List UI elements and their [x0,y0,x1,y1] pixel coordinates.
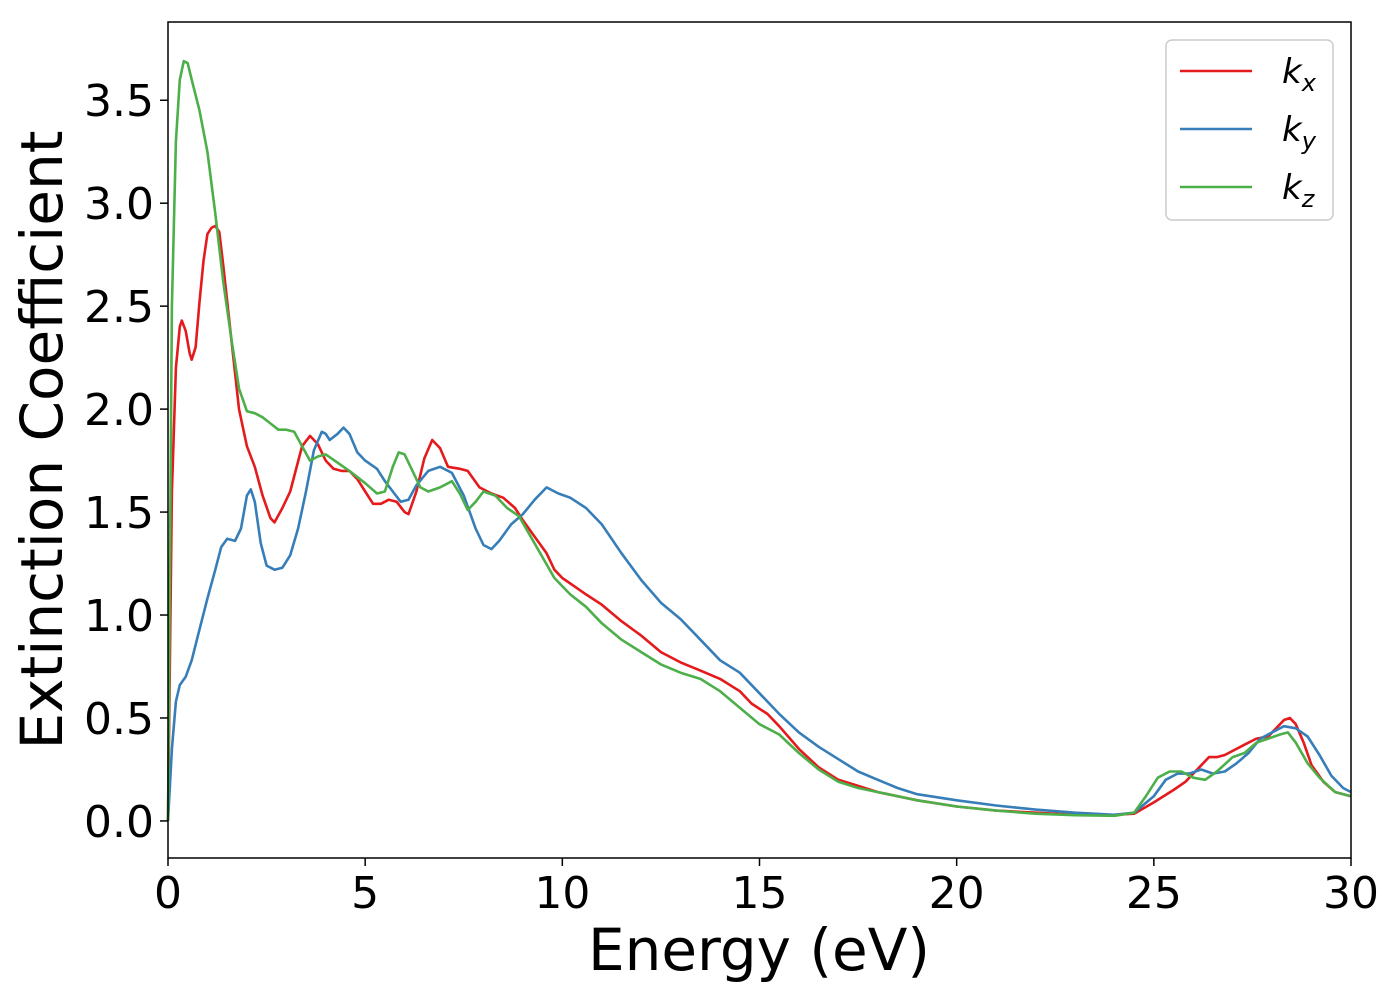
y-tick-label: 2.5 [84,282,154,333]
legend-label-y: ky [1282,110,1317,155]
series-line-y [166,426,1352,821]
x-tick-label: 15 [732,868,788,919]
y-tick-label: 0.5 [84,694,154,745]
legend-label-z: kz [1282,168,1316,213]
x-tick-label: 10 [534,868,590,919]
x-axis-title: Energy (eV) [588,916,930,984]
x-tick-label: 30 [1323,868,1379,919]
y-tick-label: 3.0 [84,179,154,230]
x-tick-label: 20 [929,868,985,919]
y-tick-label: 1.0 [84,591,154,642]
x-tick-label: 5 [351,868,379,919]
y-tick-label: 0.0 [84,797,154,848]
x-axis: 0 5 10 15 20 25 30 [154,858,1379,919]
y-tick-label: 1.5 [84,488,154,539]
series-line-z [166,59,1352,821]
legend: kx ky kz [1165,39,1334,221]
x-tick-label: 0 [154,868,182,919]
plot-background [168,22,1351,858]
y-axis-title: Extinction Coefficient [8,131,76,750]
y-tick-label: 3.5 [84,76,154,127]
y-tick-label: 2.0 [84,385,154,436]
x-tick-label: 25 [1126,868,1182,919]
series-layer [166,59,1352,821]
y-axis: 0.0 0.5 1.0 1.5 2.0 2.5 3.0 3.5 [84,76,168,848]
legend-label-x: kx [1282,52,1317,97]
